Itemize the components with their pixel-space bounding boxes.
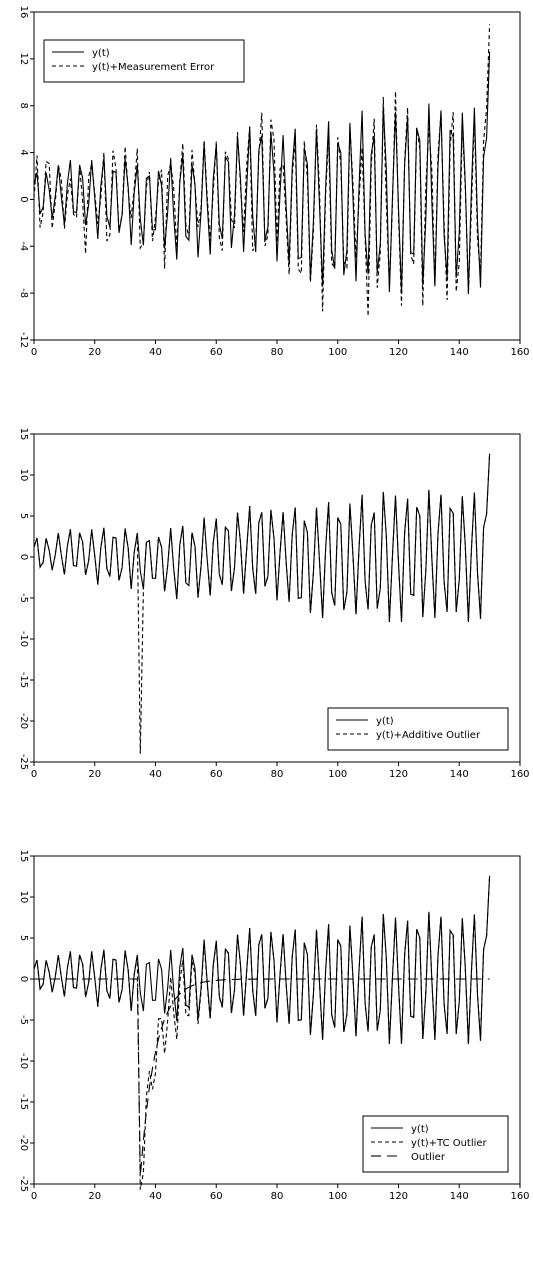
y-tick-label: 5: [18, 935, 29, 941]
x-tick-label: 0: [31, 347, 37, 358]
y-tick-label: -8: [18, 288, 29, 298]
legend-label: y(t): [411, 1124, 429, 1135]
y-tick-label: 0: [18, 976, 29, 982]
x-tick-label: 120: [389, 1191, 408, 1202]
x-tick-label: 80: [271, 347, 284, 358]
y-tick-label: -5: [18, 1015, 29, 1025]
y-tick-label: 10: [18, 469, 29, 482]
legend-label: y(t): [92, 48, 110, 59]
series-line-measurement_error: [33, 24, 491, 317]
x-tick-label: 100: [328, 1191, 347, 1202]
legend: y(t) y(t)+Measurement Error: [43, 39, 245, 83]
y-tick-label: -15: [18, 672, 29, 688]
y-tick-label: 4: [18, 149, 29, 155]
x-tick-label: 100: [328, 769, 347, 780]
y-tick-label: 15: [18, 428, 29, 441]
x-tick-label: 20: [88, 769, 101, 780]
y-tick-label: -20: [18, 1135, 29, 1151]
x-tick-label: 60: [210, 1191, 223, 1202]
y-tick-label: 16: [18, 6, 29, 19]
chart-panel-tc-outlier: 0 20 40 60 80 100 120 140 160 -25 -20 -15 -10 -5 0 5 10 1…: [18, 850, 530, 1202]
y-tick-label: -10: [18, 1053, 29, 1069]
x-tick-label: 60: [210, 347, 223, 358]
x-tick-label: 80: [271, 1191, 284, 1202]
y-tick-label: -15: [18, 1094, 29, 1110]
legend-label: y(t)+Additive Outlier: [376, 730, 481, 741]
legend-box: [362, 1115, 509, 1173]
y-tick-label: -12: [18, 332, 29, 348]
legend-box: [327, 707, 509, 751]
x-tick-label: 160: [510, 769, 529, 780]
y-tick-label: 10: [18, 891, 29, 904]
y-tick-label: -25: [18, 1176, 29, 1192]
x-tick-label: 120: [389, 769, 408, 780]
y-tick-label: 0: [18, 554, 29, 560]
legend-label: y(t)+TC Outlier: [411, 1138, 488, 1149]
x-tick-label: 140: [450, 769, 469, 780]
x-tick-label: 20: [88, 1191, 101, 1202]
legend: y(t) y(t)+TC Outlier Outlier: [362, 1115, 509, 1173]
x-tick-label: 0: [31, 769, 37, 780]
y-tick-label: -4: [18, 241, 29, 251]
legend-label: y(t): [376, 716, 394, 727]
x-tick-label: 20: [88, 347, 101, 358]
x-tick-label: 60: [210, 769, 223, 780]
x-tick-label: 40: [149, 1191, 162, 1202]
legend-label: y(t)+Measurement Error: [92, 62, 215, 73]
y-tick-label: 8: [18, 103, 29, 109]
x-tick-label: 80: [271, 769, 284, 780]
y-tick-label: -10: [18, 631, 29, 647]
x-tick-label: 100: [328, 347, 347, 358]
x-tick-label: 40: [149, 769, 162, 780]
y-tick-label: 0: [18, 196, 29, 202]
legend-box: [43, 39, 245, 83]
y-tick-label: -20: [18, 713, 29, 729]
x-tick-label: 0: [31, 1191, 37, 1202]
y-tick-label: 15: [18, 850, 29, 863]
y-tick-label: 5: [18, 513, 29, 519]
x-tick-label: 160: [510, 347, 529, 358]
series-line-additive_outlier: [33, 453, 491, 754]
legend-label: Outlier: [411, 1152, 446, 1163]
series-line-outlier: [34, 978, 490, 1176]
series-line-base: [33, 51, 491, 293]
chart-panel-measurement-error: 0 20 40 60 80 100 120 140 160-12-8-40481216y(t)y…: [18, 6, 530, 358]
legend: y(t) y(t)+Additive Outlier: [327, 707, 509, 751]
x-tick-label: 160: [510, 1191, 529, 1202]
y-tick-label: 12: [18, 52, 29, 65]
x-tick-label: 140: [450, 1191, 469, 1202]
chart-panel-additive-outlier: 0 20 40 60 80 100 120 140 160 -25 -20 -15 -10 -5 0 5 10 1…: [18, 428, 530, 780]
y-tick-label: -25: [18, 754, 29, 770]
x-tick-label: 140: [450, 347, 469, 358]
x-tick-label: 120: [389, 347, 408, 358]
series-line-tc_outlier: [33, 875, 491, 1190]
x-tick-label: 40: [149, 347, 162, 358]
y-tick-label: -5: [18, 593, 29, 603]
